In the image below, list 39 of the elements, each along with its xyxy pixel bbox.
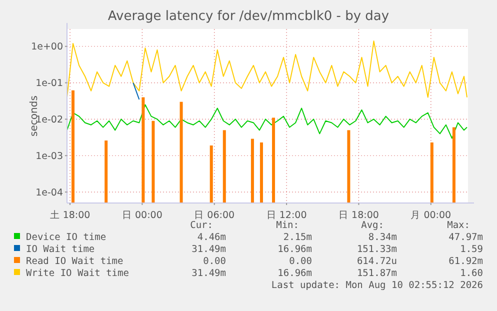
line-series	[66, 104, 468, 139]
text: 151.33m	[356, 244, 398, 255]
y-tick-label: 1e-04	[36, 187, 63, 198]
text: 0.00	[203, 256, 226, 267]
text: 31.49m	[192, 244, 226, 255]
y-tick-label: 1e-02	[36, 114, 63, 126]
x-tick-label: 日 06:00	[194, 210, 235, 221]
y-tick-label: 1e-03	[36, 150, 63, 162]
text: 2.15m	[283, 232, 312, 243]
text: 151.87m	[356, 268, 398, 279]
text: 1.60	[460, 268, 484, 279]
text: Min:	[276, 220, 299, 231]
x-tick-label: 土 18:00	[50, 209, 90, 221]
text: Last update: Mon Aug 10 02:55:12 2026	[271, 280, 484, 291]
text: 47.97m	[448, 232, 484, 243]
text: 61.92m	[448, 256, 484, 267]
x-tick-label: 日 18:00	[338, 210, 379, 221]
legend-label: Device IO time	[26, 232, 106, 243]
text: 614.72u	[356, 256, 397, 267]
text: 0.00	[289, 256, 312, 267]
line-series	[66, 40, 468, 98]
text: 1.59	[460, 244, 484, 255]
text: Avg:	[361, 220, 384, 231]
y-tick-label: 1e-01	[36, 78, 63, 90]
text: 4.46m	[197, 232, 226, 243]
x-tick-label: 日 12:00	[266, 210, 307, 221]
legend-label: IO Wait time	[26, 244, 95, 255]
text: 16.96m	[278, 244, 312, 255]
legend-label: Write IO Wait time	[26, 268, 130, 279]
chart-title: Average latency for /dev/mmcblk0 - by day	[108, 9, 390, 24]
text: 16.96m	[278, 268, 312, 279]
x-tick-label: 日 00:00	[122, 210, 162, 221]
x-tick-label: 月 00:00	[410, 210, 452, 221]
text: 8.34m	[368, 232, 398, 243]
legend-label: Read IO Wait time	[26, 256, 124, 267]
text: Max:	[447, 220, 470, 231]
text: Cur:	[190, 220, 213, 231]
text: 31.49m	[192, 268, 226, 279]
y-tick-label: 1e+00	[31, 42, 63, 53]
